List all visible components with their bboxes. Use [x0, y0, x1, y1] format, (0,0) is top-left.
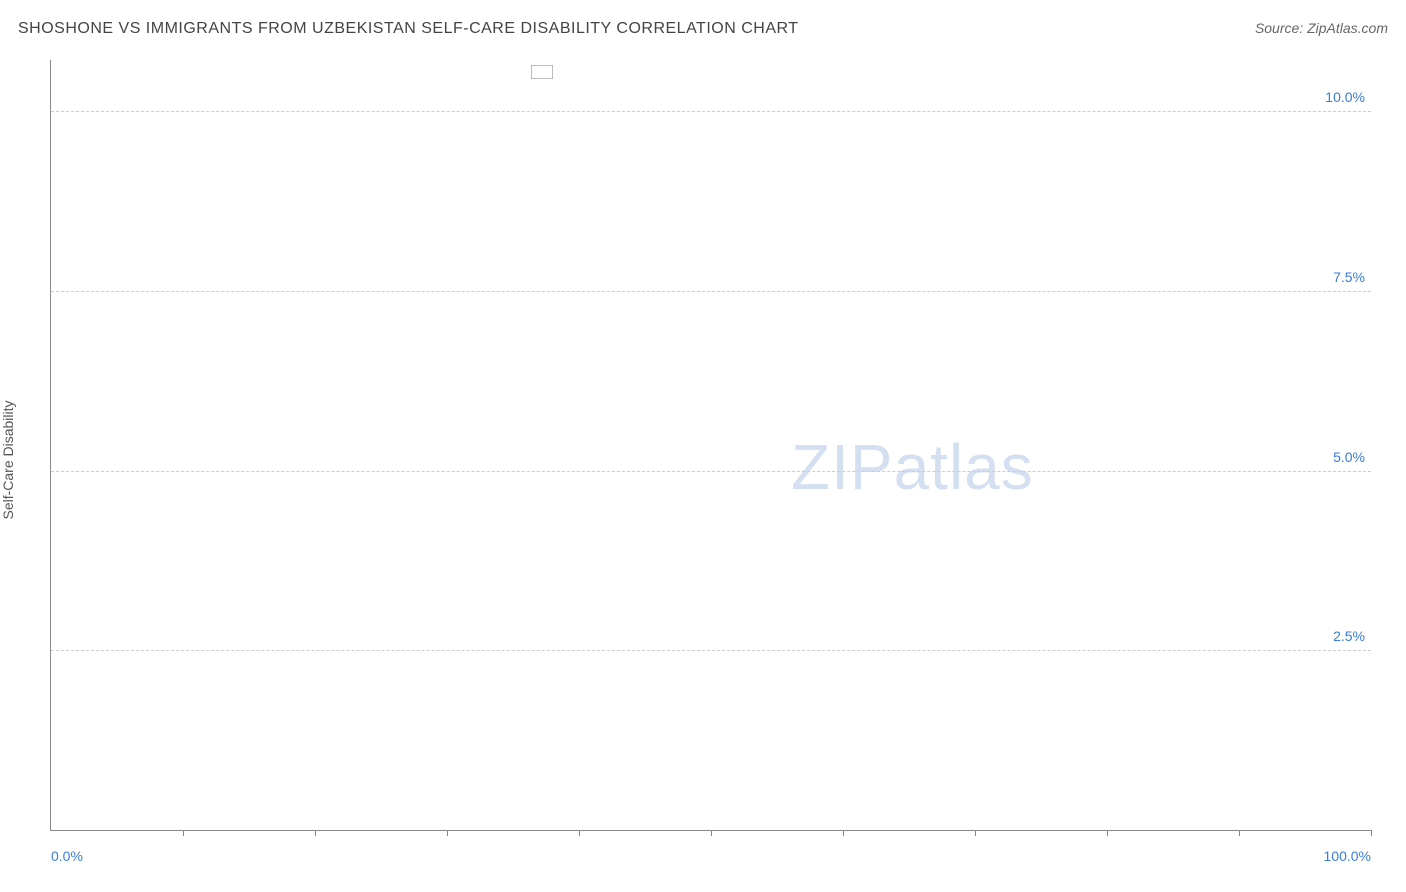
gridline	[51, 650, 1371, 651]
watermark: ZIPatlas	[791, 430, 1034, 504]
plot-area: ZIPatlas 2.5%5.0%7.5%10.0%0.0%100.0%	[50, 60, 1371, 831]
gridline	[51, 111, 1371, 112]
x-tick	[183, 830, 184, 836]
watermark-zip: ZIP	[791, 431, 894, 503]
y-tick-label: 2.5%	[1333, 628, 1365, 644]
legend-top	[531, 65, 553, 79]
source-label: Source: ZipAtlas.com	[1255, 20, 1388, 36]
trend-lines	[51, 60, 1371, 830]
chart-container: Self-Care Disability ZIPatlas 2.5%5.0%7.…	[18, 50, 1388, 870]
y-axis-label: Self-Care Disability	[0, 400, 16, 519]
x-tick-label: 100.0%	[1324, 848, 1371, 864]
x-tick	[975, 830, 976, 836]
y-tick-label: 5.0%	[1333, 449, 1365, 465]
x-tick	[711, 830, 712, 836]
x-tick	[1239, 830, 1240, 836]
x-tick	[315, 830, 316, 836]
x-tick	[447, 830, 448, 836]
chart-title: SHOSHONE VS IMMIGRANTS FROM UZBEKISTAN S…	[18, 20, 799, 38]
x-tick-label: 0.0%	[51, 848, 83, 864]
watermark-atlas: atlas	[894, 431, 1034, 503]
gridline	[51, 471, 1371, 472]
x-tick	[1371, 830, 1372, 836]
x-tick	[843, 830, 844, 836]
y-tick-label: 10.0%	[1325, 89, 1365, 105]
x-tick	[1107, 830, 1108, 836]
y-tick-label: 7.5%	[1333, 269, 1365, 285]
gridline	[51, 291, 1371, 292]
x-tick	[579, 830, 580, 836]
